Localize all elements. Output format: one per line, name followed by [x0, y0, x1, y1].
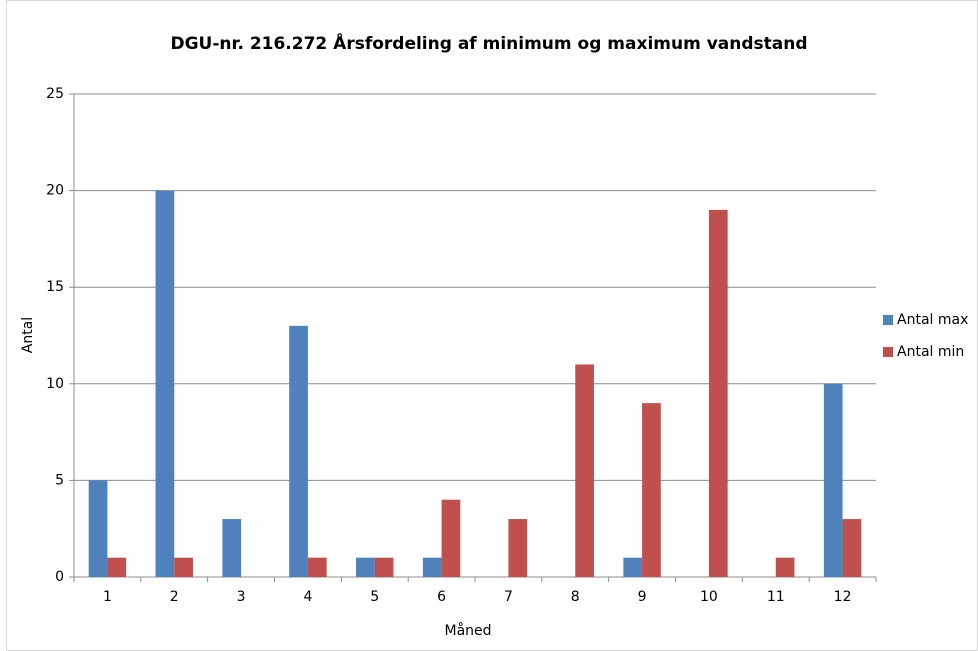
- x-tick-label: 1: [103, 589, 112, 605]
- bar: [708, 209, 728, 578]
- bar: [823, 383, 843, 577]
- x-tick-label: 8: [571, 589, 580, 605]
- bar: [842, 519, 862, 577]
- x-tick-label: 10: [700, 589, 718, 605]
- x-tick-label: 4: [303, 589, 312, 605]
- y-tick-label: 15: [46, 279, 64, 295]
- bar: [422, 557, 442, 577]
- y-tick-label: 0: [55, 569, 64, 585]
- x-tick-label: 7: [504, 589, 513, 605]
- legend-label: Antal min: [897, 344, 964, 360]
- bar: [374, 557, 394, 577]
- x-axis-label: Måned: [444, 622, 491, 639]
- bar: [356, 557, 375, 577]
- bar: [642, 403, 661, 577]
- bar: [575, 364, 594, 577]
- y-tick-label: 25: [46, 86, 64, 102]
- y-tick-label: 20: [46, 183, 64, 199]
- x-tick-label: 5: [370, 589, 379, 605]
- x-tick-label: 9: [638, 589, 647, 605]
- x-tick-label: 12: [834, 589, 852, 605]
- y-axis-label: Antal: [20, 317, 36, 353]
- x-tick-label: 11: [767, 589, 785, 605]
- legend-swatch: [883, 315, 893, 325]
- legend-label: Antal max: [897, 312, 968, 328]
- bar: [307, 557, 327, 577]
- x-tick-label: 2: [170, 589, 179, 605]
- bar: [508, 519, 528, 577]
- y-tick-label: 5: [55, 472, 64, 488]
- x-tick-label: 6: [437, 589, 446, 605]
- bar: [107, 557, 127, 577]
- bar: [222, 519, 242, 577]
- bar: [775, 557, 795, 577]
- legend-swatch: [883, 347, 893, 357]
- chart-title: DGU-nr. 216.272 Årsfordeling af minimum …: [170, 31, 807, 54]
- bar: [441, 499, 461, 577]
- x-tick-label: 3: [237, 589, 246, 605]
- bar: [155, 190, 175, 577]
- y-tick-label: 10: [46, 376, 64, 392]
- bar: [88, 480, 108, 577]
- bar: [289, 325, 308, 577]
- bar: [623, 557, 643, 577]
- bar: [174, 557, 193, 577]
